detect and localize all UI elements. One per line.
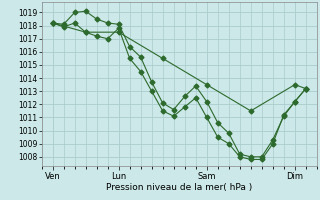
- X-axis label: Pression niveau de la mer( hPa ): Pression niveau de la mer( hPa ): [106, 183, 252, 192]
